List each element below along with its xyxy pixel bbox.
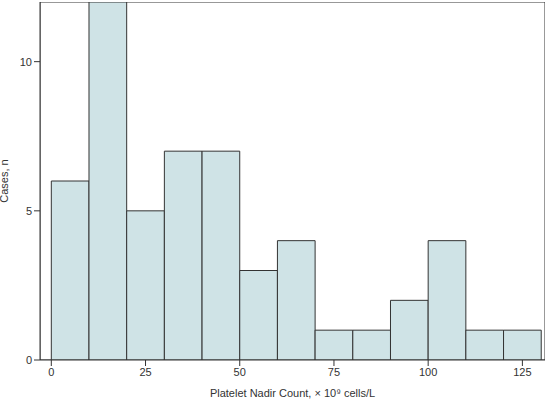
svg-text:Platelet Nadir Count, × 10⁹ ce: Platelet Nadir Count, × 10⁹ cells/L bbox=[210, 387, 375, 399]
svg-text:Cases, n: Cases, n bbox=[0, 159, 10, 202]
svg-text:25: 25 bbox=[139, 366, 151, 378]
svg-text:100: 100 bbox=[419, 366, 437, 378]
svg-text:50: 50 bbox=[234, 366, 246, 378]
svg-text:75: 75 bbox=[328, 366, 340, 378]
svg-text:0: 0 bbox=[48, 366, 54, 378]
svg-text:0: 0 bbox=[26, 354, 32, 366]
svg-text:125: 125 bbox=[513, 366, 531, 378]
svg-text:5: 5 bbox=[26, 205, 32, 217]
svg-text:10: 10 bbox=[20, 56, 32, 68]
